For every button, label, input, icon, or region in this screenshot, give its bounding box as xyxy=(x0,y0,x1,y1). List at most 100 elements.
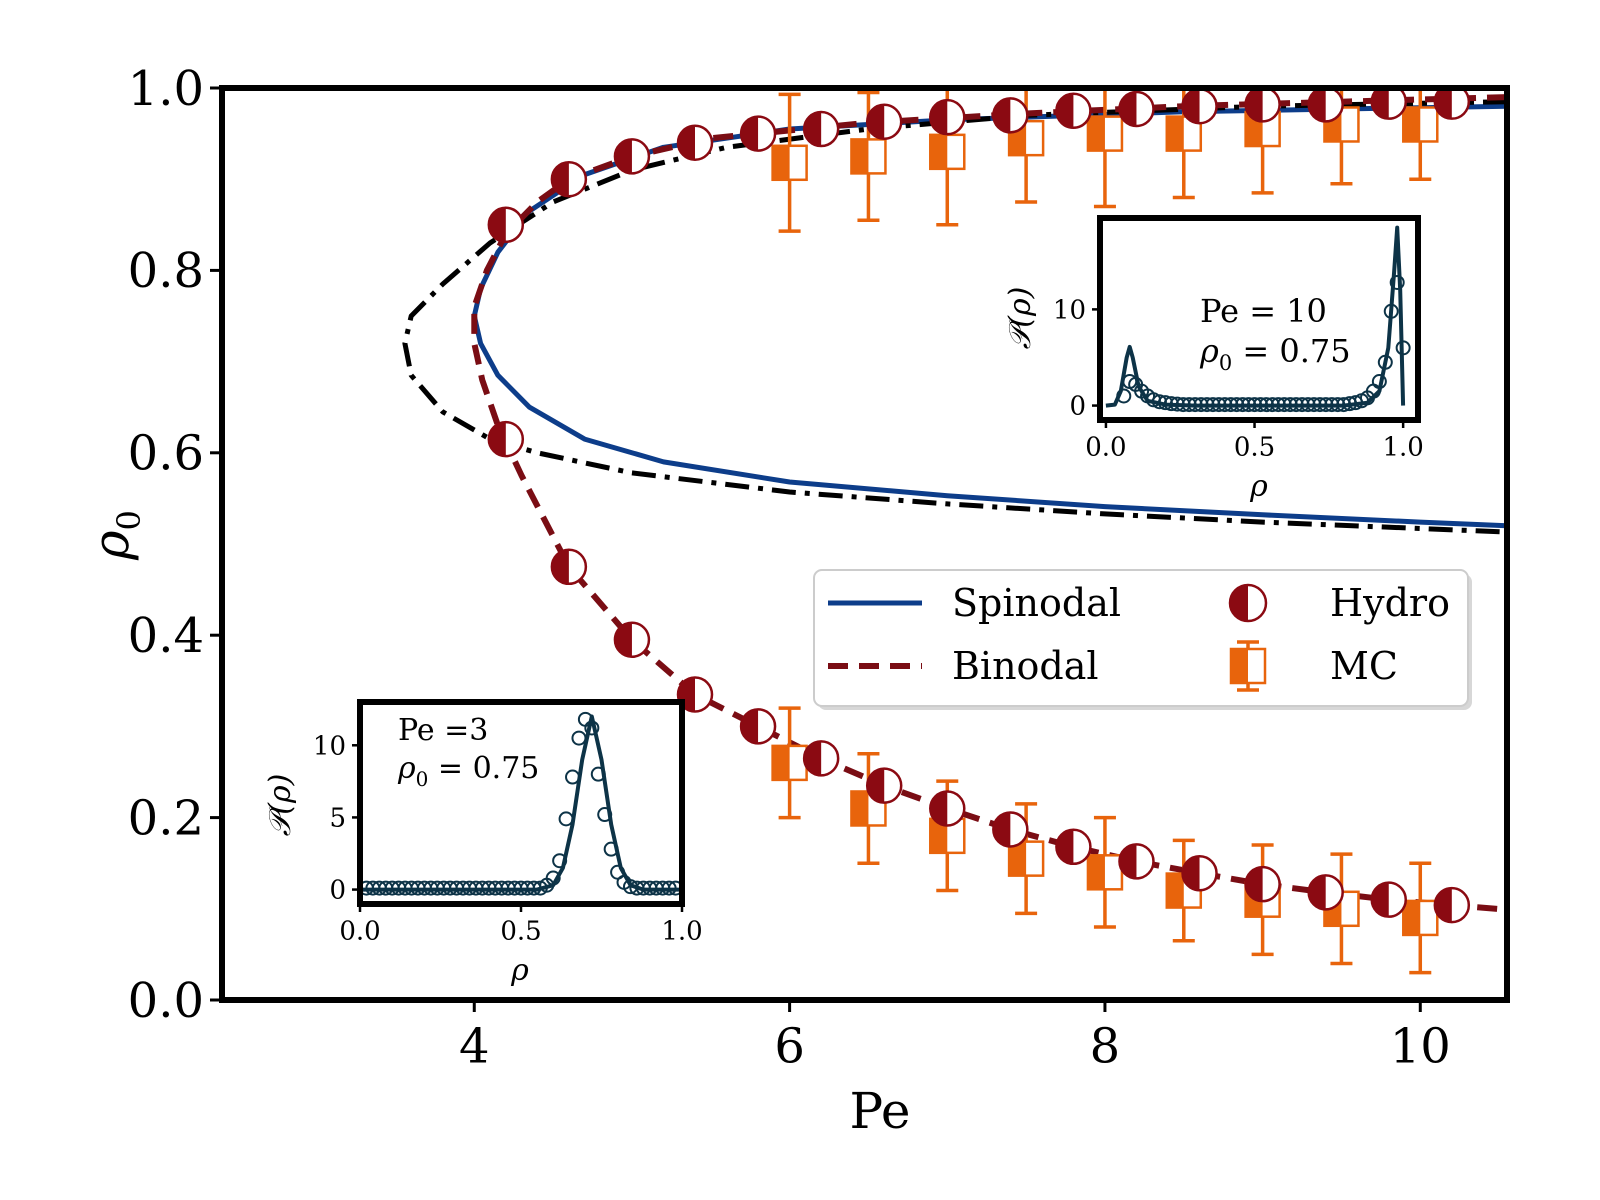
y-tick-label: 0.6 xyxy=(128,426,204,482)
y-tick-label: 0.8 xyxy=(128,243,204,299)
hydro-marker xyxy=(1118,90,1155,128)
legend-mc-marker xyxy=(1229,640,1267,692)
inset-pe3-annotation-rho-symbol: ρ xyxy=(397,751,416,786)
inset-sim-point xyxy=(1270,397,1286,413)
x-tick-label: 0.0 xyxy=(339,916,380,946)
x-tick-label: 10 xyxy=(1390,1018,1451,1074)
marker-fill xyxy=(1434,888,1452,923)
marker-fill xyxy=(1308,88,1326,122)
inset-sim-point xyxy=(597,807,613,823)
marker-fill xyxy=(1371,88,1389,119)
inset-sim-point xyxy=(1383,303,1399,319)
hydro-marker xyxy=(992,97,1029,134)
series-line-binodal xyxy=(402,99,1507,535)
x-tick-label: 1.0 xyxy=(1382,432,1423,462)
y-tick-label: 1.0 xyxy=(128,61,204,117)
hydro-marker xyxy=(1370,881,1407,918)
y-axis-label: ρ0 xyxy=(82,510,148,561)
x-tick-label: 8 xyxy=(1090,1018,1121,1074)
marker-fill xyxy=(1230,585,1248,621)
marker-fill xyxy=(1087,116,1105,151)
mc-marker xyxy=(850,752,887,865)
marker-fill xyxy=(1434,88,1452,119)
inset-sim-point xyxy=(1175,397,1191,413)
legend-hydro-label: Hydro xyxy=(1330,581,1450,625)
inset-sim-point xyxy=(1288,397,1304,413)
mc-marker xyxy=(1086,88,1124,209)
inset-sim-point xyxy=(668,880,682,896)
mc-marker xyxy=(1323,88,1360,186)
hydro-marker xyxy=(865,767,903,804)
x-tick-label: 4 xyxy=(459,1018,490,1074)
main-axis-tick-labels: 4 6 8 10 0.0 0.2 0.4 0.6 0.8 1.0 xyxy=(128,61,1451,1075)
inset-sim-point xyxy=(1116,388,1132,404)
x-axis-label: Pe xyxy=(850,1082,911,1140)
marker-fill xyxy=(1403,900,1421,935)
inset-sim-point xyxy=(1235,397,1251,413)
mc-marker xyxy=(1007,88,1045,204)
marker-fill xyxy=(1403,107,1421,142)
marker-fill xyxy=(1119,91,1137,126)
marker-fill xyxy=(1166,116,1184,151)
inset-pe10-background xyxy=(1100,218,1418,420)
main-plot: 4 6 8 100.00.20.40.60.81.0 Pe ρ0 xyxy=(82,61,1510,1140)
inset-pe10-tick-labels: 0.0 0.5 1.0 0 10 xyxy=(1053,295,1424,462)
inset-sim-point xyxy=(1330,397,1346,413)
inset-sim-point xyxy=(1371,374,1387,390)
marker-fill xyxy=(1056,93,1074,128)
marker-fill xyxy=(551,549,569,584)
mc-marker xyxy=(771,706,808,820)
marker-fill xyxy=(930,134,948,169)
hydro-marker xyxy=(739,115,777,152)
hydro-marker xyxy=(676,124,714,161)
inset-sim-point xyxy=(571,730,587,746)
inset-pe3-annotation-rho-sub: 0 xyxy=(416,767,429,791)
mc-marker xyxy=(1086,815,1124,929)
hydro-marker xyxy=(929,98,966,136)
marker-fill xyxy=(804,741,822,776)
x-tick-label: 1.0 xyxy=(661,916,702,946)
x-tick-label: 0.5 xyxy=(1234,432,1275,462)
marker-fill xyxy=(551,162,569,197)
marker-fill xyxy=(1119,844,1137,879)
x-tick-label: 0.5 xyxy=(500,916,541,946)
marker-fill xyxy=(614,139,632,174)
inset-pe3-annotation-pe: Pe =3 xyxy=(398,713,488,748)
marker-fill xyxy=(1245,88,1263,122)
inset-sim-point xyxy=(558,811,574,827)
inset-sim-point xyxy=(1282,397,1298,413)
y-tick-label: 0.0 xyxy=(128,973,204,1029)
marker-fill xyxy=(678,125,696,160)
marker-fill xyxy=(1056,829,1074,864)
hydro-marker xyxy=(865,103,903,140)
inset-sim-point xyxy=(1199,397,1215,413)
hydro-marker xyxy=(1433,88,1471,120)
inset-sim-point xyxy=(545,870,561,886)
marker-fill xyxy=(1182,89,1200,124)
legend-spinodal-label: Spinodal xyxy=(952,581,1121,625)
marker-fill xyxy=(930,818,948,853)
y-tick-label: 0.4 xyxy=(128,608,204,664)
inset-sim-point xyxy=(584,720,600,736)
inset-pe3-tick-labels: 0.0 0.5 1.0 0 5 10 xyxy=(313,731,703,946)
marker-fill xyxy=(614,622,632,657)
mc-marker xyxy=(771,92,808,233)
inset-pe3-annotation-rho: ρ0 = 0.75 xyxy=(397,751,539,791)
marker-fill xyxy=(930,791,948,826)
y-tick-label: 0 xyxy=(329,876,346,906)
inset-sim-point xyxy=(552,853,568,869)
inset-sim-point xyxy=(1264,397,1280,413)
hydro-marker xyxy=(1244,865,1281,903)
hydro-marker xyxy=(1055,92,1092,130)
hydro-marker xyxy=(992,811,1029,848)
hydro-marker xyxy=(802,740,840,777)
legend: Spinodal Binodal Hydro MC xyxy=(813,569,1472,710)
inset-sim-point xyxy=(1276,397,1292,413)
marker-fill xyxy=(488,422,506,457)
inset-sim-point xyxy=(1306,397,1322,413)
inset-sim-point xyxy=(1181,397,1197,413)
hydro-marker xyxy=(1181,88,1218,125)
inset-pe3-frame xyxy=(357,699,685,907)
y-axis-label-subscript: 0 xyxy=(110,510,148,530)
